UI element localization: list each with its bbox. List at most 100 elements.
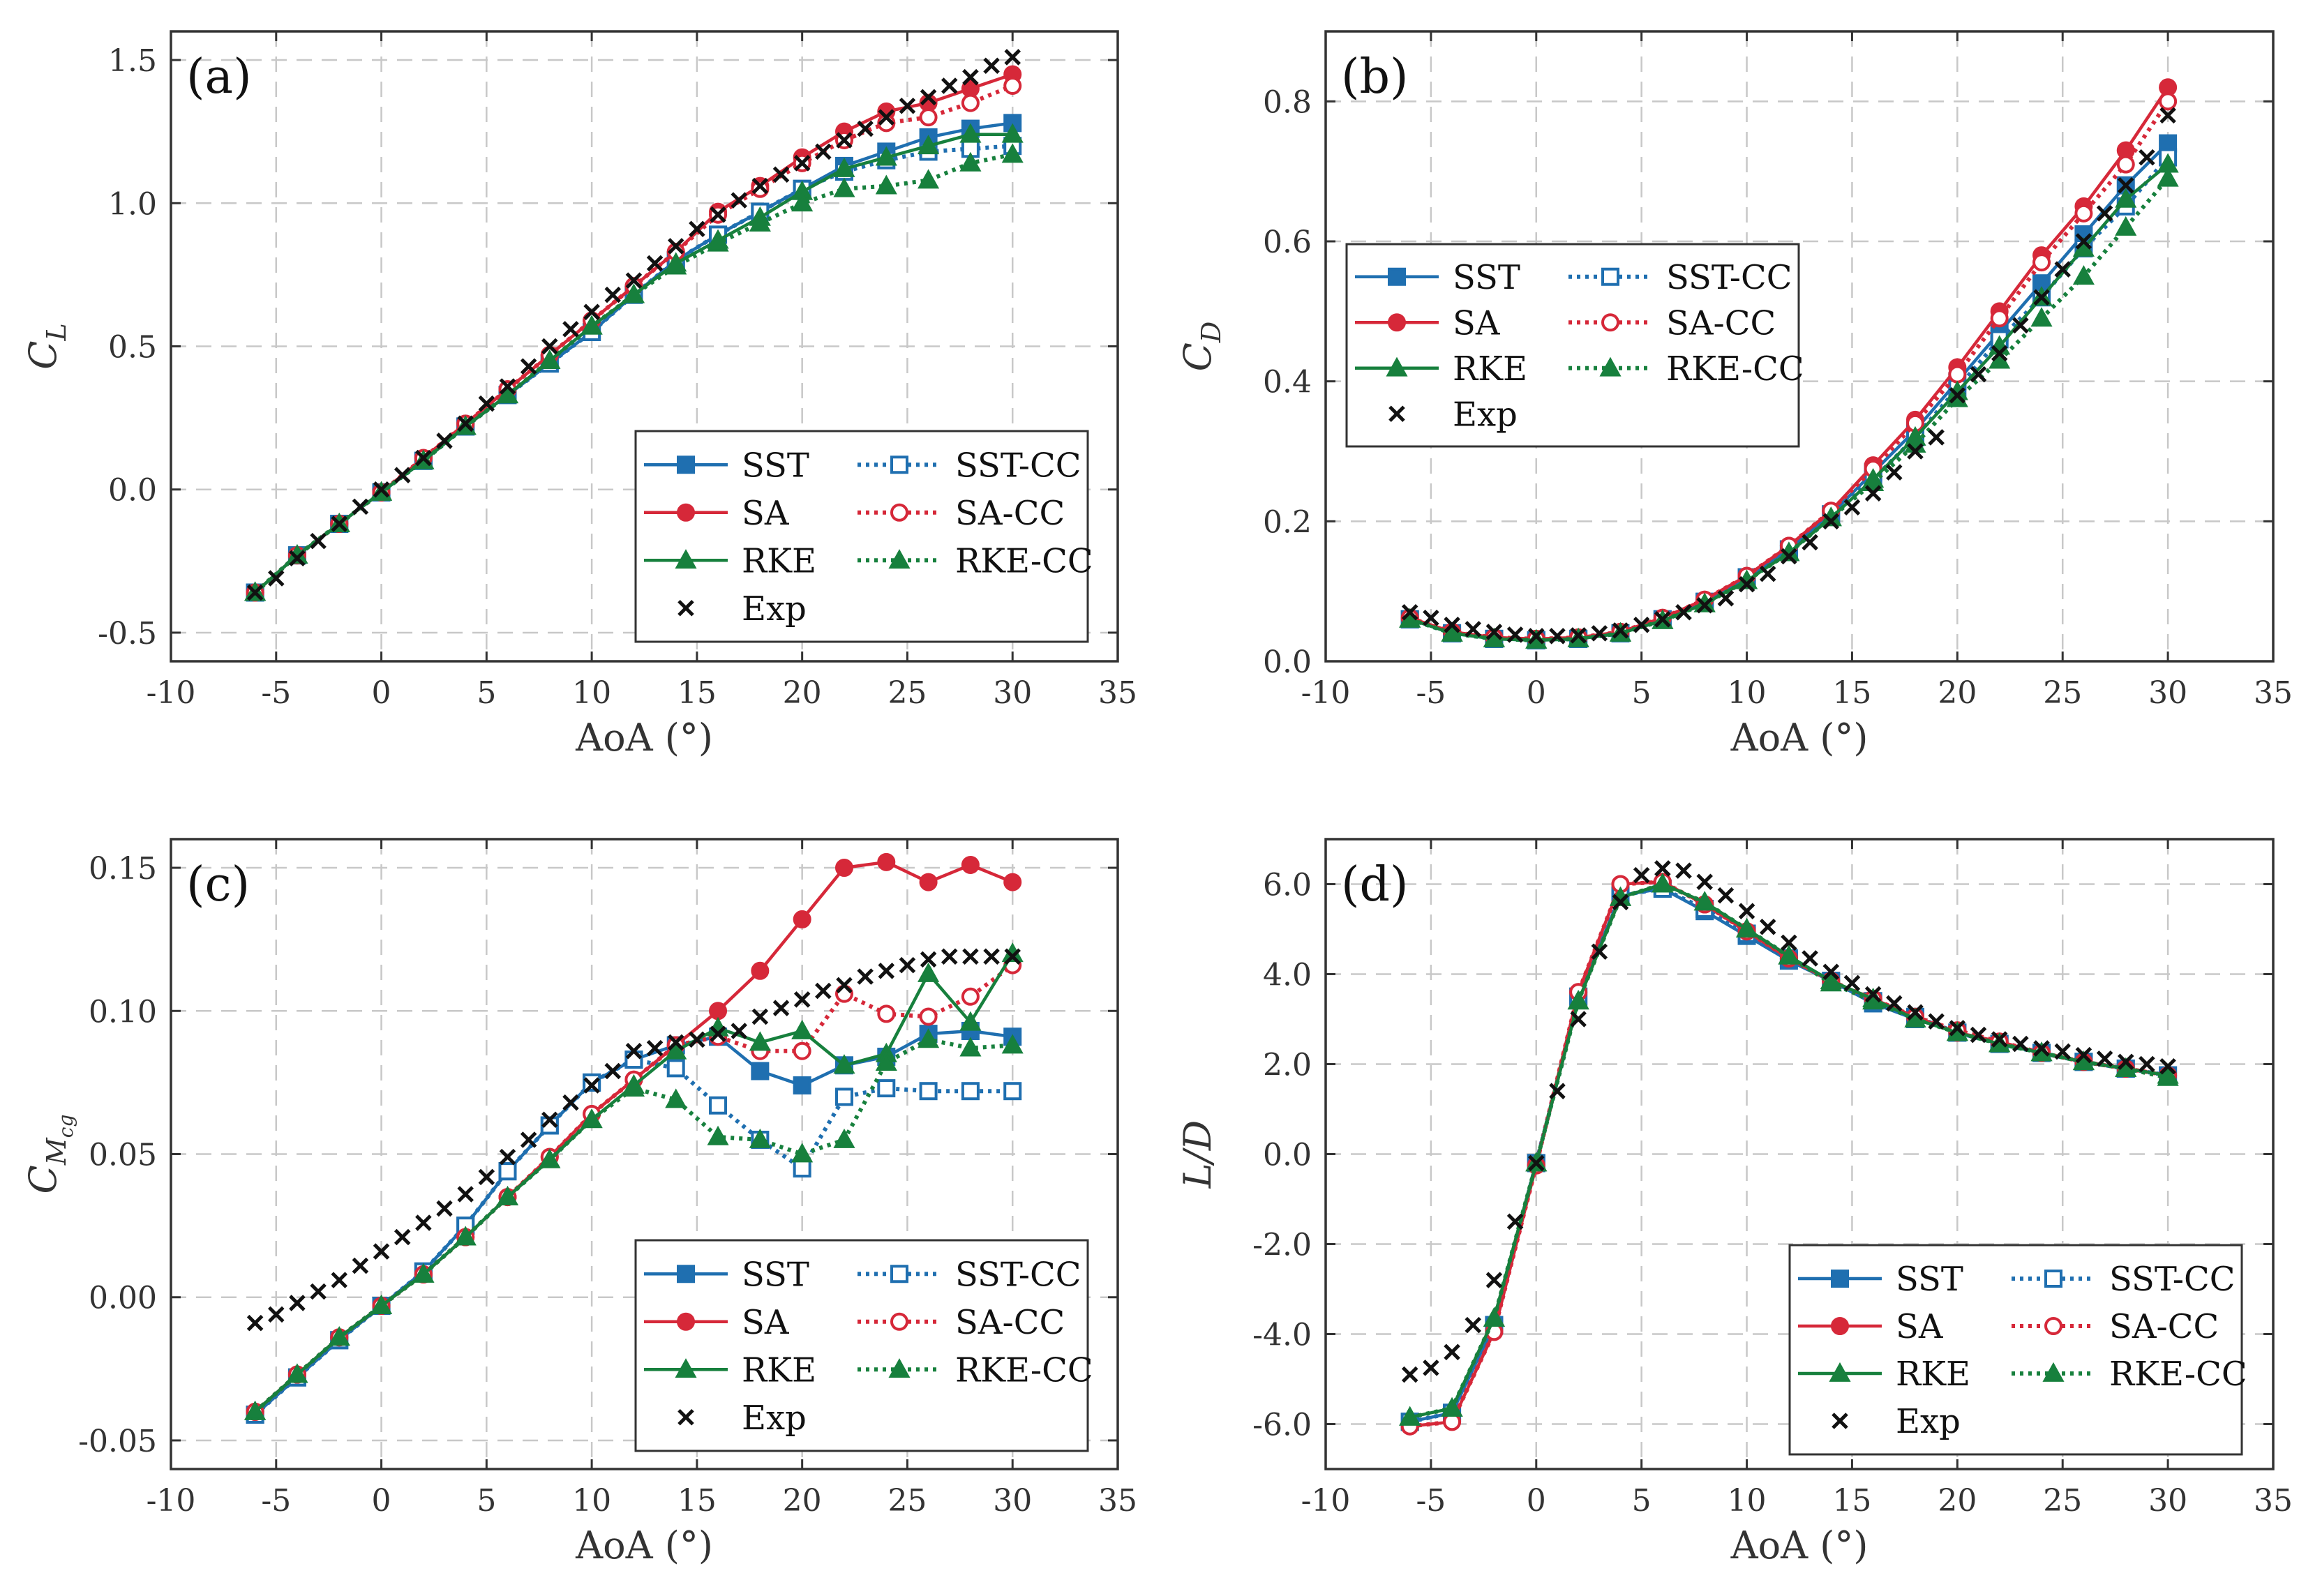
legend-label: Exp <box>1453 395 1518 434</box>
data-point-sa-cc <box>919 1007 938 1026</box>
x-tick-label: 15 <box>1832 1483 1871 1519</box>
data-point-exp <box>1907 1004 1924 1021</box>
data-point-exp <box>373 481 390 498</box>
data-point-exp <box>520 1131 537 1148</box>
x-tick-label: 30 <box>993 1483 1032 1519</box>
legend-item-rke: RKE <box>1798 1355 1970 1394</box>
data-point-exp <box>394 1228 411 1246</box>
y-axis-label: CL <box>21 323 72 370</box>
data-point-exp <box>352 498 369 515</box>
legend-label: SST-CC <box>955 1255 1081 1294</box>
data-point-sa-cc <box>877 1004 896 1023</box>
data-point-exp <box>920 89 937 106</box>
legend-marker-sst <box>677 1265 695 1283</box>
legend-label: SA-CC <box>955 494 1065 533</box>
data-point-exp <box>2033 289 2050 306</box>
data-point-exp <box>920 951 937 968</box>
series-exp <box>1401 860 2176 1383</box>
legend-item-sst: SST <box>644 1255 809 1294</box>
data-point-rke-cc <box>707 232 729 252</box>
panel-a: -10 -5 0 5 10 15 20 25 30 35 -0.5 0.0 0.5 1.0 1.5 AoA (… <box>21 30 1137 760</box>
data-point-exp <box>1822 963 1840 981</box>
data-point-exp <box>1781 548 1797 565</box>
data-point-exp <box>772 1000 790 1016</box>
data-point-exp <box>1004 948 1021 965</box>
data-point-exp <box>246 584 264 601</box>
legend-item-sa: SA <box>1355 303 1501 342</box>
x-tick-label: 0 <box>1527 1483 1546 1519</box>
x-tick-label: 5 <box>477 1483 496 1519</box>
data-point-exp <box>1886 464 1903 481</box>
data-point-exp <box>793 991 811 1008</box>
legend-label: RKE-CC <box>2109 1355 2247 1394</box>
data-point-sst-cc <box>793 1159 811 1178</box>
data-point-exp <box>352 1257 369 1274</box>
data-point-rke-cc <box>581 315 603 335</box>
series-exp <box>1401 107 2176 645</box>
data-point-sa-cc <box>793 1041 811 1060</box>
x-tick-label: 35 <box>1098 1483 1137 1519</box>
legend-item-exp: Exp <box>1832 1402 1961 1441</box>
data-point-exp <box>394 467 411 483</box>
data-point-exp <box>815 982 832 1000</box>
legend-item-sa-cc: SA-CC <box>1568 303 1776 342</box>
legend-item-exp: Exp <box>677 1399 807 1438</box>
legend-label: SA <box>742 1303 790 1342</box>
data-point-exp <box>731 192 747 209</box>
data-point-exp <box>1675 862 1692 879</box>
data-point-exp <box>941 948 958 965</box>
data-point-exp <box>2117 176 2134 194</box>
data-point-exp <box>1864 485 1882 502</box>
data-point-exp <box>2096 205 2113 222</box>
legend-item-sa-cc: SA-CC <box>858 494 1065 533</box>
x-tick-label: 10 <box>572 1483 611 1519</box>
data-point-exp <box>899 97 916 114</box>
data-point-exp <box>1570 627 1587 644</box>
legend-item-sst: SST <box>1355 258 1520 297</box>
data-point-exp <box>1928 1013 1945 1030</box>
data-point-exp <box>625 272 643 289</box>
data-point-rke <box>749 1031 771 1051</box>
data-point-exp <box>478 395 495 412</box>
x-tick-label: 30 <box>2148 675 2187 711</box>
data-point-sa-cc <box>2159 92 2178 111</box>
legend-marker-sa <box>1831 1317 1849 1335</box>
data-point-exp <box>520 358 537 375</box>
y-tick-label: 0.0 <box>108 473 157 509</box>
legend-item-sst: SST <box>644 446 809 485</box>
data-point-exp <box>2033 1040 2050 1057</box>
data-point-exp <box>1570 1011 1587 1027</box>
data-point-exp <box>899 956 916 974</box>
legend-item-sa: SA <box>644 1303 790 1342</box>
panel-b: -10 -5 0 5 10 15 20 25 30 35 0.0 0.2 0.4 0.6 0.8 AoA (°… <box>1176 30 2293 760</box>
data-point-exp <box>941 77 958 94</box>
legend-item-rke-cc: RKE-CC <box>2012 1355 2247 1394</box>
data-point-exp <box>667 1034 684 1051</box>
x-tick-label: 35 <box>2254 1483 2293 1519</box>
data-point-exp <box>1864 986 1882 1003</box>
panel-c: -10 -5 0 5 10 15 20 25 30 35 -0.05 0.00 0.05 0.10 0.15… <box>21 838 1137 1567</box>
legend: SST SST-CC SA SA-CC RKE RKE-CC Exp <box>1345 243 1804 448</box>
data-point-rke-cc <box>2115 216 2137 236</box>
data-point-exp <box>268 570 285 587</box>
x-tick-label: 20 <box>783 1483 822 1519</box>
x-tick-label: 25 <box>888 675 927 711</box>
y-tick-label: 1.0 <box>108 186 157 222</box>
data-point-exp <box>1528 1154 1545 1172</box>
data-point-sa <box>961 855 980 874</box>
data-point-exp <box>1907 443 1924 460</box>
data-point-sa-cc <box>1003 76 1022 95</box>
x-tick-label: 0 <box>372 1483 391 1519</box>
data-point-exp <box>1696 873 1713 891</box>
legend-label: SST-CC <box>955 446 1081 485</box>
legend-label: RKE <box>1896 1355 1970 1394</box>
data-point-rke-cc <box>1693 891 1716 911</box>
y-tick-label: 6.0 <box>1263 868 1312 903</box>
data-point-exp <box>983 57 1000 75</box>
data-point-exp <box>1549 1083 1566 1099</box>
y-tick-label: -6.0 <box>1252 1408 1312 1443</box>
data-point-exp <box>2159 107 2176 124</box>
data-point-exp <box>1485 624 1503 640</box>
data-point-rke-cc <box>665 1088 687 1108</box>
